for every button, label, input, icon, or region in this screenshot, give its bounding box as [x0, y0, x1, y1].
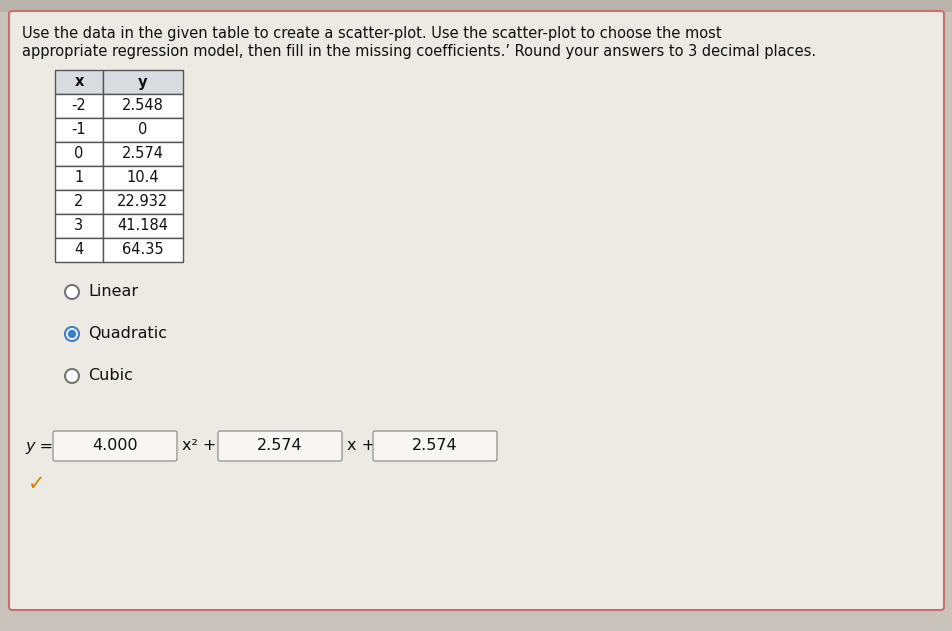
Circle shape — [65, 369, 79, 383]
Text: -1: -1 — [71, 122, 87, 138]
Text: 64.35: 64.35 — [122, 242, 164, 257]
Text: y: y — [138, 74, 148, 90]
Text: Use the data in the given table to create a scatter-plot. Use the scatter-plot t: Use the data in the given table to creat… — [22, 26, 721, 41]
Bar — [55, 118, 103, 142]
Bar — [103, 214, 183, 238]
Bar — [55, 142, 103, 166]
Bar — [103, 166, 183, 190]
Text: 2.574: 2.574 — [122, 146, 164, 162]
Bar — [55, 166, 103, 190]
Text: x: x — [74, 74, 84, 90]
Text: y =: y = — [25, 439, 53, 454]
Bar — [103, 238, 183, 262]
Text: ✓: ✓ — [28, 474, 46, 494]
Bar — [103, 94, 183, 118]
Text: 0: 0 — [74, 146, 84, 162]
FancyBboxPatch shape — [53, 431, 177, 461]
Text: x² +: x² + — [182, 439, 216, 454]
Bar — [0, 0, 952, 12]
Bar — [55, 70, 103, 94]
Text: 2.574: 2.574 — [412, 439, 457, 454]
Text: Linear: Linear — [88, 285, 138, 300]
Bar — [103, 142, 183, 166]
Bar — [103, 70, 183, 94]
FancyBboxPatch shape — [218, 431, 342, 461]
FancyBboxPatch shape — [372, 431, 497, 461]
Text: 10.4: 10.4 — [127, 170, 159, 186]
Bar — [55, 238, 103, 262]
Text: appropriate regression model, then fill in the missing coefficients.’ Round your: appropriate regression model, then fill … — [22, 44, 815, 59]
Text: 2.548: 2.548 — [122, 98, 164, 114]
Text: 41.184: 41.184 — [117, 218, 169, 233]
Text: Quadratic: Quadratic — [88, 326, 167, 341]
Text: x +: x + — [347, 439, 375, 454]
Bar — [55, 190, 103, 214]
Text: 3: 3 — [74, 218, 84, 233]
Bar — [55, 94, 103, 118]
Text: Cubic: Cubic — [88, 369, 132, 384]
Bar — [103, 118, 183, 142]
Text: 2: 2 — [74, 194, 84, 209]
Text: 4.000: 4.000 — [92, 439, 138, 454]
Circle shape — [65, 285, 79, 299]
Circle shape — [68, 330, 76, 338]
Text: 2.574: 2.574 — [257, 439, 303, 454]
Bar — [103, 190, 183, 214]
Text: 22.932: 22.932 — [117, 194, 169, 209]
Text: -2: -2 — [71, 98, 87, 114]
Bar — [55, 214, 103, 238]
FancyBboxPatch shape — [9, 11, 943, 610]
Text: 4: 4 — [74, 242, 84, 257]
Circle shape — [65, 327, 79, 341]
Text: 0: 0 — [138, 122, 148, 138]
Text: 1: 1 — [74, 170, 84, 186]
